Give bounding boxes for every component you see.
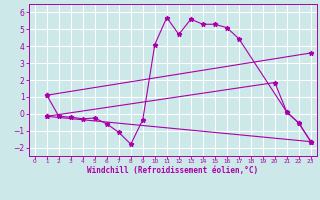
X-axis label: Windchill (Refroidissement éolien,°C): Windchill (Refroidissement éolien,°C) <box>87 166 258 175</box>
